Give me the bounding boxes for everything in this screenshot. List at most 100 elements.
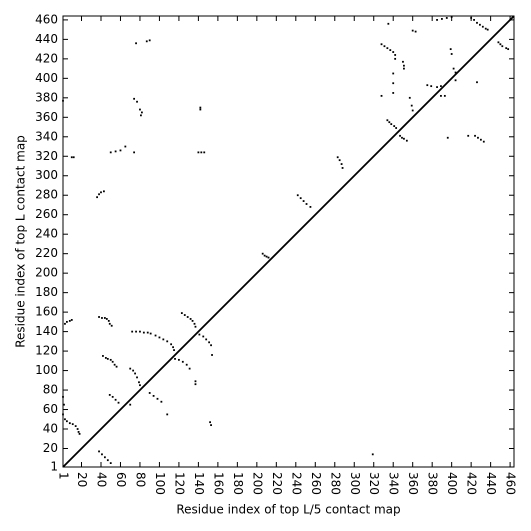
point (441, 18, 443, 20)
point (113, 363, 116, 366)
point (72, 156, 75, 159)
point (452, 67, 455, 70)
point (115, 365, 118, 368)
point (393, 125, 396, 127)
point (98, 316, 100, 318)
point (340, 163, 343, 165)
point (450, 53, 453, 55)
point (392, 82, 395, 85)
point (134, 372, 136, 375)
point (267, 256, 270, 259)
point (436, 18, 438, 21)
point (191, 319, 194, 322)
point (105, 318, 108, 320)
point (338, 159, 341, 162)
point (156, 397, 159, 400)
point (499, 43, 502, 46)
y-tick-label: 240 (35, 227, 58, 241)
point (98, 450, 100, 453)
point (162, 338, 165, 341)
point (392, 51, 395, 53)
point (135, 42, 137, 45)
point (371, 453, 374, 456)
point (296, 194, 299, 197)
point (160, 400, 163, 403)
point (68, 422, 71, 425)
x-tick-label: 360 (406, 472, 420, 495)
point (154, 334, 157, 337)
point (170, 343, 173, 346)
point (131, 330, 134, 333)
y-tick-label: 320 (35, 149, 58, 163)
x-tick-label: 400 (445, 472, 459, 495)
point (114, 398, 117, 401)
point (166, 413, 169, 416)
y-tick-label: 180 (35, 285, 58, 299)
point (186, 316, 189, 318)
point (108, 394, 111, 396)
point (200, 151, 203, 154)
point (132, 369, 135, 372)
point (265, 255, 268, 258)
point (380, 43, 383, 46)
point (305, 203, 308, 205)
point (188, 367, 191, 370)
point (124, 145, 127, 148)
point (106, 357, 109, 360)
point (341, 167, 344, 169)
y-tick-label: 60 (43, 402, 58, 416)
x-tick-label: 100 (153, 472, 167, 495)
point (482, 140, 485, 143)
x-tick-label: 20 (75, 472, 89, 487)
x-tick-label: 120 (172, 472, 186, 495)
point (197, 151, 200, 154)
point (108, 322, 111, 325)
point (383, 45, 386, 48)
y-tick-label: 220 (35, 246, 58, 260)
diagonal-line (62, 15, 515, 468)
point (135, 330, 137, 333)
x-tick-label: 320 (367, 472, 381, 495)
point (408, 96, 411, 99)
point (71, 423, 74, 426)
point (395, 127, 398, 129)
point (387, 22, 390, 25)
point (70, 156, 73, 159)
point (394, 57, 397, 60)
point (309, 206, 312, 208)
x-tick-label: 80 (133, 472, 147, 487)
point (180, 312, 183, 314)
point (446, 136, 449, 139)
point (403, 137, 405, 140)
point (411, 109, 414, 112)
y-tick-label: 400 (35, 71, 58, 85)
point (299, 197, 302, 200)
point (210, 424, 212, 427)
point (198, 333, 201, 336)
point (106, 459, 109, 462)
y-tick-label: 440 (35, 32, 58, 46)
point (138, 381, 140, 384)
point (109, 151, 112, 154)
y-axis-label: Residue index of top L contact map (14, 135, 28, 348)
point (76, 428, 79, 430)
point (410, 104, 413, 107)
x-tick-label: 200 (250, 472, 264, 495)
point (146, 331, 149, 334)
point (476, 21, 478, 24)
point (64, 418, 66, 421)
point (261, 252, 264, 255)
point (109, 462, 112, 465)
point (390, 123, 393, 126)
point (111, 395, 114, 398)
point (411, 29, 414, 32)
point (386, 119, 389, 122)
point (136, 376, 138, 379)
point (181, 360, 184, 363)
point (100, 191, 102, 194)
x-tick-label: 60 (114, 472, 128, 487)
point (152, 394, 155, 397)
point (479, 138, 482, 141)
point (470, 17, 473, 19)
